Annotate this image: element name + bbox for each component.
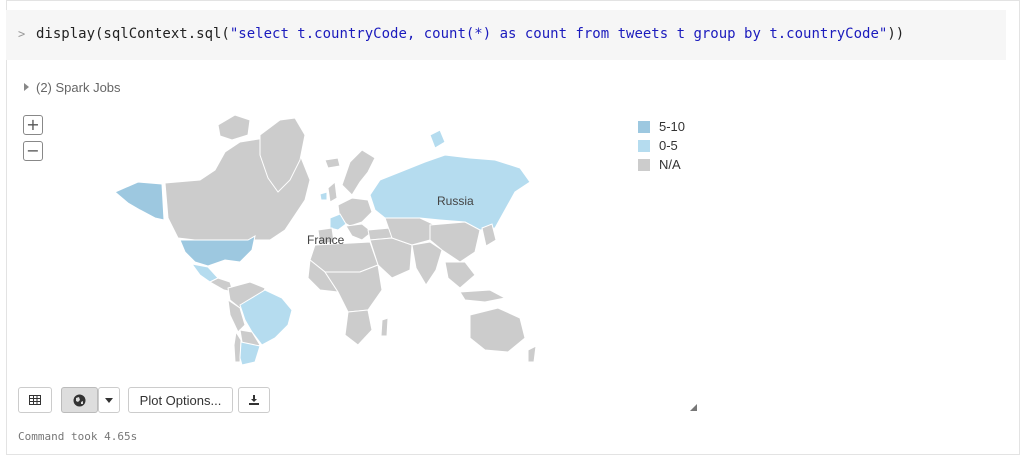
- country-russia-north[interactable]: [429, 129, 446, 149]
- spark-jobs-label: (2) Spark Jobs: [36, 80, 121, 95]
- table-view-button[interactable]: [18, 387, 52, 413]
- legend-label: 5-10: [659, 119, 686, 134]
- country-mexico[interactable]: [190, 263, 219, 283]
- legend-swatch: [638, 139, 650, 152]
- plot-options-button[interactable]: Plot Options...: [128, 387, 233, 413]
- country-greenland[interactable]: [259, 117, 306, 193]
- legend-label: N/A: [659, 157, 681, 172]
- legend-item: N/A: [638, 155, 685, 174]
- globe-icon: [73, 394, 86, 406]
- code-prefix: display(sqlContext.sql(: [36, 26, 230, 42]
- country-australia[interactable]: [469, 307, 526, 353]
- country-france[interactable]: [329, 213, 347, 231]
- caret-down-icon: [105, 397, 113, 403]
- code-line[interactable]: display(sqlContext.sql("select t.country…: [36, 26, 904, 42]
- spark-jobs-toggle[interactable]: (2) Spark Jobs: [24, 80, 121, 95]
- legend-item: 5-10: [638, 117, 685, 136]
- zoom-in-button[interactable]: +: [23, 115, 43, 135]
- code-string: "select t.countryCode, count(*) as count…: [229, 26, 888, 42]
- code-suffix: )): [887, 26, 905, 42]
- legend-label: 0-5: [659, 138, 678, 153]
- country-usa[interactable]: [179, 235, 256, 267]
- country-italy-balkans[interactable]: [345, 223, 373, 241]
- country-china[interactable]: [429, 221, 481, 263]
- country-peru[interactable]: [227, 298, 246, 333]
- country-uk[interactable]: [327, 181, 338, 203]
- country-iberia[interactable]: [317, 227, 335, 245]
- chart-type-dropdown[interactable]: [98, 387, 120, 413]
- country-south-africa[interactable]: [344, 309, 373, 346]
- expand-triangle-icon: [24, 83, 29, 91]
- country-central-africa[interactable]: [324, 264, 383, 313]
- zoom-out-button[interactable]: −: [23, 141, 43, 161]
- legend-item: 0-5: [638, 136, 685, 155]
- prompt-icon: >: [18, 27, 26, 41]
- country-new-zealand[interactable]: [527, 345, 537, 363]
- country-indonesia[interactable]: [459, 289, 507, 303]
- country-alaska[interactable]: [114, 181, 165, 221]
- label-france: France: [307, 233, 345, 247]
- world-map[interactable]: Russia France: [100, 100, 540, 365]
- country-korea-japan[interactable]: [481, 223, 497, 247]
- country-brazil[interactable]: [239, 289, 293, 346]
- country-iceland[interactable]: [324, 157, 341, 169]
- country-chile[interactable]: [233, 330, 242, 363]
- country-arctic-islands[interactable]: [217, 114, 251, 141]
- country-madagascar[interactable]: [380, 317, 389, 337]
- country-southeast-asia[interactable]: [444, 261, 476, 289]
- country-ireland[interactable]: [319, 191, 328, 201]
- resize-handle-icon[interactable]: [690, 404, 697, 411]
- command-status: Command took 4.65s: [18, 430, 138, 443]
- country-west-africa[interactable]: [307, 259, 339, 293]
- country-scandinavia[interactable]: [341, 149, 376, 196]
- map-view-button[interactable]: [61, 387, 98, 413]
- country-argentina[interactable]: [239, 341, 261, 365]
- download-button[interactable]: [238, 387, 270, 413]
- legend-swatch: [638, 158, 650, 171]
- map-legend: 5-10 0-5 N/A: [638, 117, 685, 174]
- label-russia: Russia: [437, 194, 474, 208]
- legend-swatch: [638, 120, 650, 133]
- download-icon: [249, 395, 259, 405]
- country-india[interactable]: [411, 241, 443, 286]
- table-icon: [29, 395, 41, 405]
- code-editor[interactable]: > display(sqlContext.sql("select t.count…: [6, 10, 1006, 60]
